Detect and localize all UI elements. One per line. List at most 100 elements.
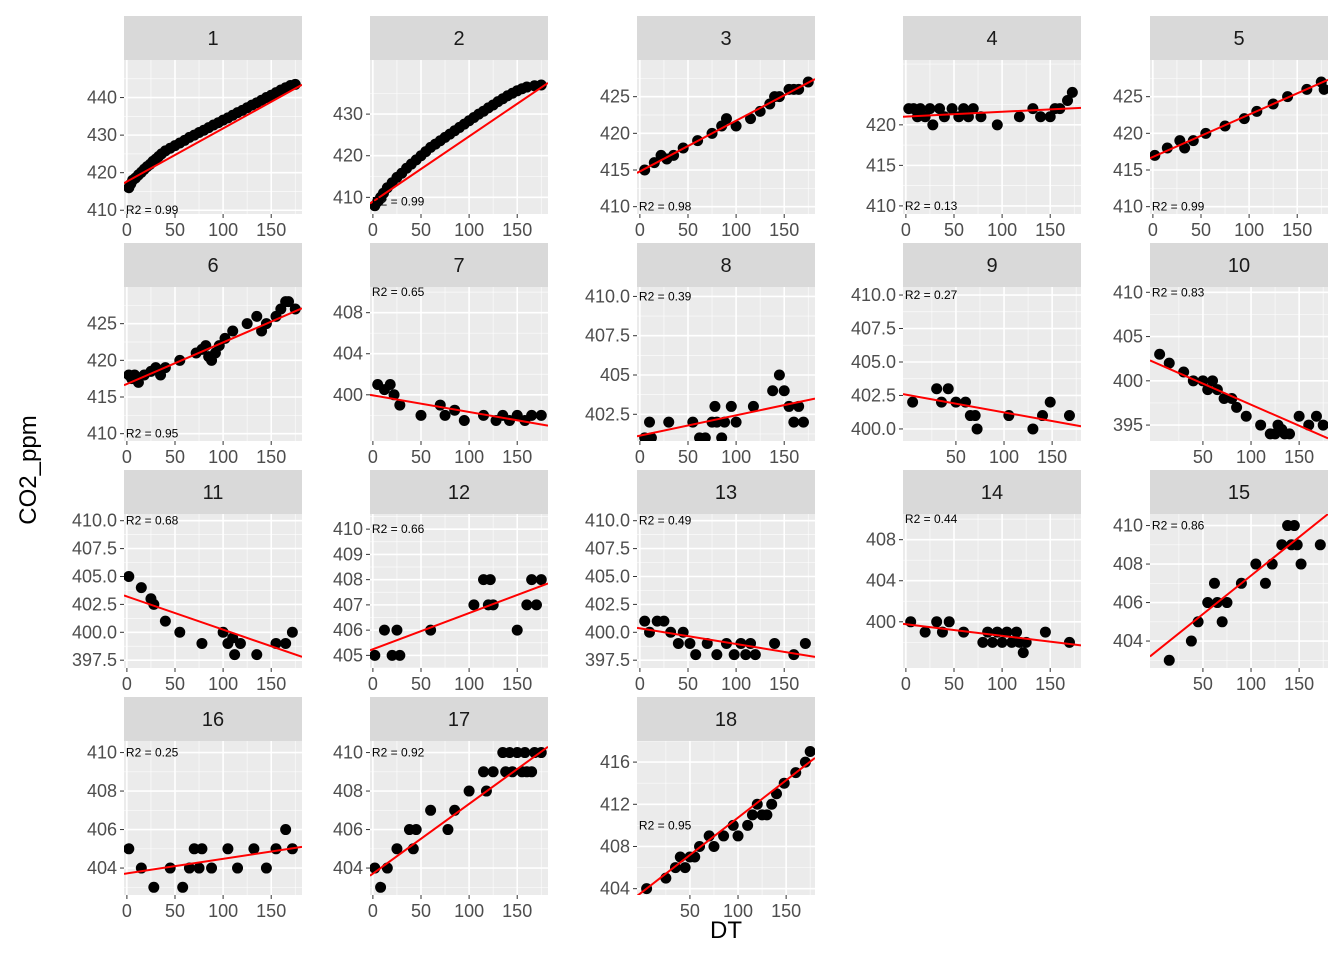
regression-line: [370, 582, 548, 652]
x-tick-label: 50: [411, 674, 431, 694]
y-tick-label: 405: [600, 365, 630, 385]
facet-strip: [370, 16, 548, 60]
data-point: [788, 649, 800, 661]
x-tick-label: 0: [122, 674, 132, 694]
data-point: [938, 111, 950, 123]
y-tick-label: 405: [1113, 327, 1143, 347]
data-point: [719, 416, 731, 428]
data-point: [530, 599, 542, 611]
data-point: [799, 637, 811, 649]
regression-line: [124, 845, 302, 875]
data-point: [672, 637, 684, 649]
x-tick-label: 150: [256, 901, 286, 921]
x-tick-label: 150: [256, 220, 286, 240]
data-point: [124, 843, 135, 855]
data-point: [1207, 375, 1219, 387]
panel-data: [637, 615, 815, 661]
facet-strip: [903, 470, 1081, 514]
x-tick-label: 100: [1236, 674, 1266, 694]
panel-data: [370, 574, 548, 661]
data-point: [251, 310, 263, 322]
x-tick-label: 50: [678, 220, 698, 240]
regression-line: [903, 393, 1081, 428]
facet-strip-label: 13: [715, 482, 737, 504]
panel-data: [637, 746, 815, 895]
data-point: [1202, 597, 1214, 609]
panel-background: [903, 287, 1081, 441]
data-point: [260, 862, 272, 874]
x-tick-label: 150: [1037, 447, 1067, 467]
facet-panel: 13 0 50 100 150 397.5 400.0 402.5 405.0 407.5 410.…: [585, 470, 815, 694]
data-point: [391, 843, 403, 855]
data-point: [1063, 410, 1075, 422]
data-point: [711, 649, 723, 661]
y-tick-label: 420: [600, 123, 630, 143]
x-tick-label: 50: [165, 220, 185, 240]
data-point: [1185, 635, 1197, 647]
facet-strip-label: 7: [453, 255, 464, 277]
panel-data: [637, 369, 815, 441]
facet-panel: 18 50 100 150 404 408 412 416 R2 = 0.95: [600, 697, 815, 921]
x-tick-label: 0: [122, 447, 132, 467]
x-tick-label: 0: [122, 901, 132, 921]
data-point: [1218, 393, 1230, 405]
x-tick-label: 150: [771, 901, 801, 921]
y-tick-label: 407.5: [851, 319, 896, 339]
data-point: [716, 432, 728, 441]
y-tick-label: 402.5: [585, 404, 630, 424]
x-tick-label: 0: [635, 220, 645, 240]
data-point: [728, 649, 740, 661]
data-point: [174, 626, 186, 638]
x-tick-label: 0: [1148, 220, 1158, 240]
x-tick-label: 100: [208, 674, 238, 694]
data-point: [206, 862, 218, 874]
data-point: [519, 747, 531, 759]
x-tick-label: 100: [723, 901, 753, 921]
data-point: [1163, 654, 1175, 666]
x-tick-label: 0: [635, 447, 645, 467]
data-point: [919, 626, 931, 638]
facet-strip-label: 14: [981, 482, 1003, 504]
data-point: [982, 626, 994, 638]
y-tick-label: 400: [1113, 371, 1143, 391]
data-point: [251, 649, 263, 661]
facet-strip-label: 15: [1228, 482, 1250, 504]
facet-strip: [903, 243, 1081, 287]
y-tick-label: 408: [333, 781, 363, 801]
facet-strip: [1150, 16, 1328, 60]
data-point: [767, 385, 779, 397]
r2-annotation: R2 = 0.95: [126, 427, 179, 441]
data-point: [946, 103, 958, 115]
r2-annotation: R2 = 0.92: [372, 746, 425, 760]
facet-panel: 14 0 50 100 150 400 404 408 R2 = 0.44: [866, 470, 1081, 694]
data-point: [286, 626, 298, 638]
r2-annotation: R2 = 0.99: [126, 203, 179, 217]
data-point: [1255, 419, 1267, 431]
data-point: [720, 637, 732, 649]
data-point: [1293, 410, 1305, 422]
data-point: [639, 615, 651, 627]
facet-panel: 10 50 100 150 395 400 405 410 R2 = 0.83: [1113, 243, 1328, 467]
data-point: [511, 747, 523, 759]
facet-strip-label: 16: [202, 709, 224, 731]
y-tick-label: 405.0: [851, 352, 896, 372]
facet-panel: 12 0 50 100 150 405 406 407 408 409 410 R2 = 0.66: [333, 470, 548, 694]
data-point: [124, 570, 135, 582]
data-point: [135, 582, 147, 594]
x-tick-label: 100: [208, 901, 238, 921]
data-point: [391, 624, 403, 636]
data-point: [799, 756, 811, 768]
data-point: [458, 414, 470, 426]
panel-data: [1150, 76, 1328, 161]
data-point: [1006, 636, 1018, 648]
facet-strip-label: 8: [720, 255, 731, 277]
r2-annotation: R2 = 0.44: [905, 512, 958, 526]
data-point: [732, 830, 744, 842]
data-point: [196, 843, 208, 855]
data-point: [644, 416, 656, 428]
data-point: [969, 410, 981, 422]
facet-strip: [1150, 243, 1328, 287]
panel-data: [903, 383, 1081, 435]
r2-annotation: R2 = 0.49: [639, 514, 692, 528]
data-point: [227, 632, 239, 644]
